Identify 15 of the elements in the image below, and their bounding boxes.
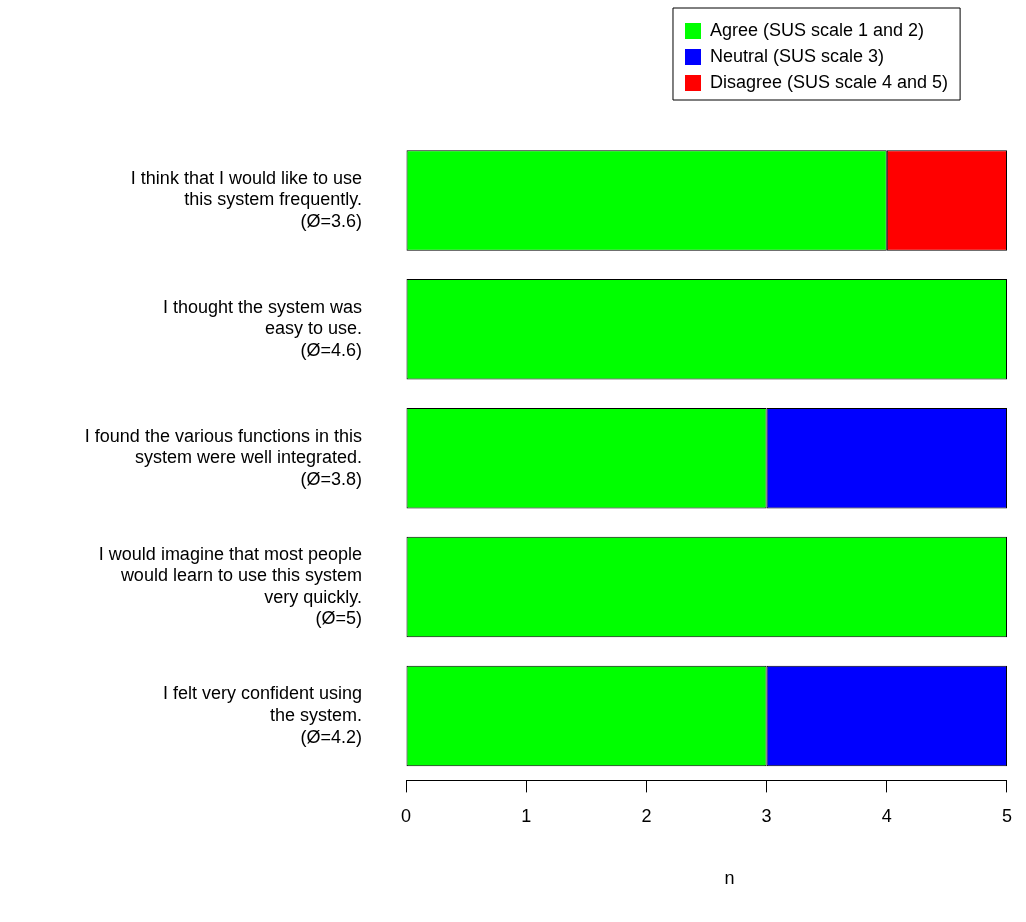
y-tick-label: I felt very confident using the system. (Ø=4.2) [162,683,362,747]
x-tick-label: 0 [400,806,412,827]
x-tick-label: 5 [1001,806,1012,827]
x-tick-label: 1 [521,806,532,827]
legend-label: Agree (SUS scale 1 and 2) [709,19,925,40]
legend-label: Disagree (SUS scale 4 and 5) [709,71,949,92]
y-tick-label: I think that I would like to use this system frequently. (Ø=3.6) [130,167,362,232]
y-tick-label: I found the various functions in this system were well integrated. (Ø=3.8) [84,425,362,489]
x-tick-label: 2 [641,806,652,827]
x-tick-label: 3 [761,806,772,827]
x-axis-title: n [723,868,736,889]
x-tick-label: 4 [881,806,892,827]
y-tick-label: I thought the system was easy to use. (Ø=4.6) [162,296,362,360]
y-tick-label: I would imagine that most people would learn to use this system very quickly. (Ø=5) [98,543,362,629]
legend-label: Neutral (SUS scale 3) [709,45,885,66]
